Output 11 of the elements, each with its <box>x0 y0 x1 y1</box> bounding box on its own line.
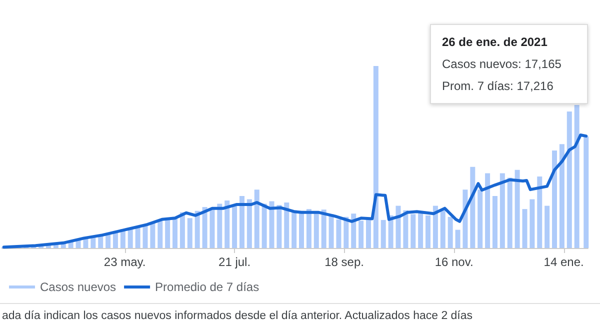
x-tick-label: 16 nov. <box>434 255 474 269</box>
x-tick-label: 14 ene. <box>544 255 584 269</box>
x-tick-label: 23 may. <box>104 255 146 269</box>
annotation: Prom. 7 días: 17,216 <box>442 78 554 95</box>
x-tick-label: 21 jul. <box>218 255 251 269</box>
x-tick-label: 18 sep. <box>324 255 364 269</box>
legend-label: Casos nuevos <box>40 280 116 294</box>
tooltip-box: 26 de ene. de 2021 Casos nuevos: 17,165 Prom. 7 días: 17,216 <box>430 24 588 104</box>
legend-label: Promedio de 7 días <box>155 280 260 294</box>
text: ada día indican los casos nuevos informados desde el día anterior. Actualizados hace 2 días <box>0 303 600 322</box>
annotation: Casos nuevos: 17,165 <box>442 56 562 73</box>
